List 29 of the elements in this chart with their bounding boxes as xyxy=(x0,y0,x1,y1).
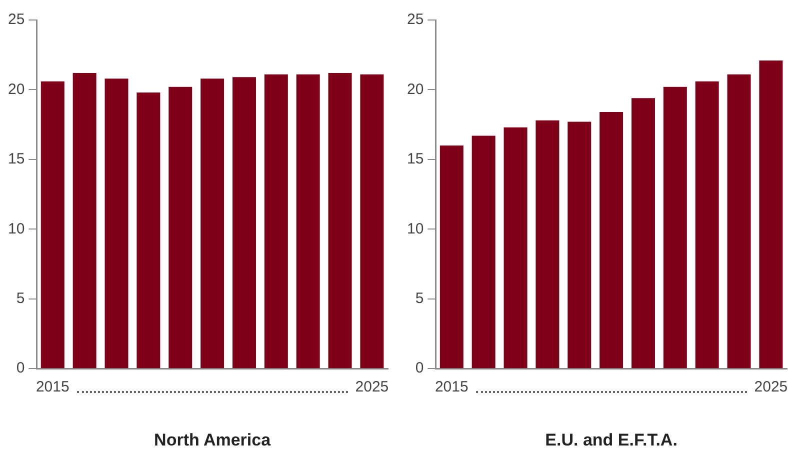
y-tick-label: 0 xyxy=(415,360,424,377)
bar xyxy=(759,60,783,368)
bar xyxy=(536,120,560,368)
x-tick-label: 2015 xyxy=(36,378,70,396)
bar xyxy=(568,122,592,368)
y-tick-label: 10 xyxy=(8,220,25,238)
x-tick-label: 2015 xyxy=(434,378,468,396)
y-tick-label: 15 xyxy=(8,150,25,168)
x-tick-label: 2025 xyxy=(355,378,389,396)
y-tick-label: 25 xyxy=(406,11,424,28)
y-tick-label: 20 xyxy=(8,80,25,98)
x-tick-label: 2025 xyxy=(754,378,788,396)
y-tick-label: 25 xyxy=(8,11,25,28)
y-tick-label: 10 xyxy=(406,220,424,238)
y-tick-label: 15 xyxy=(406,150,424,168)
x-axis-title: North America xyxy=(154,430,272,450)
bar xyxy=(663,86,687,368)
bar xyxy=(440,145,464,368)
bar xyxy=(472,136,496,368)
y-tick-label: 5 xyxy=(16,290,25,308)
y-tick-label: 20 xyxy=(406,80,424,98)
x-axis-title: E.U. and E.F.T.A. xyxy=(545,430,678,450)
bar xyxy=(600,112,624,368)
bar xyxy=(695,81,719,368)
bar xyxy=(631,98,655,368)
y-tick-label: 0 xyxy=(16,360,25,377)
bar xyxy=(727,74,751,368)
bar xyxy=(504,127,528,368)
y-tick-label: 5 xyxy=(415,290,424,308)
